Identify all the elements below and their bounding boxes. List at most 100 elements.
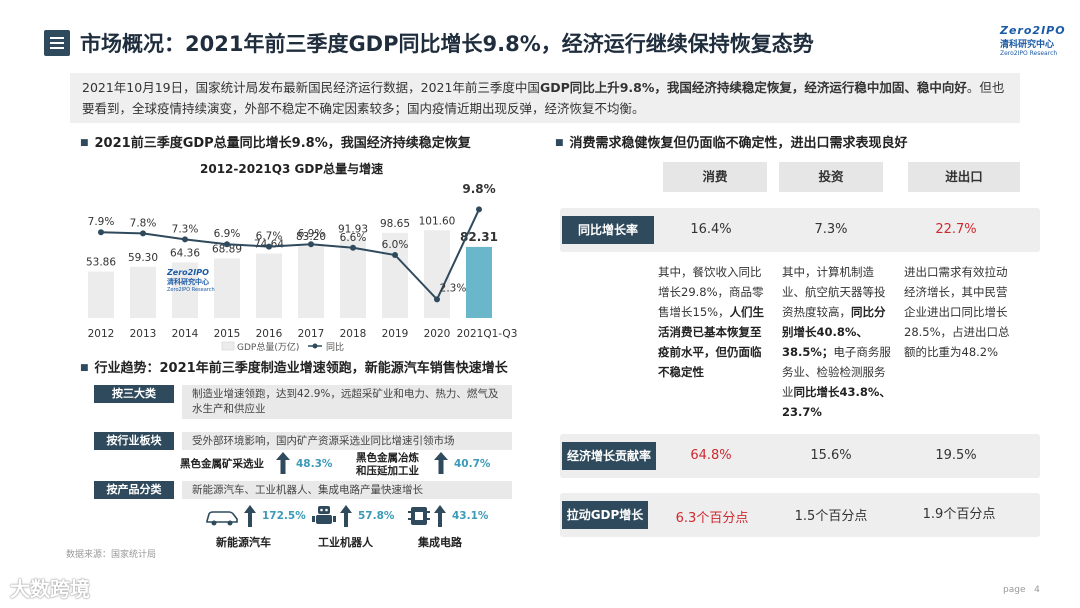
gdp-bar-label: 82.31 bbox=[460, 230, 498, 244]
trend-text-product: 新能源汽车、工业机器人、集成电路产量快速增长 bbox=[182, 481, 512, 499]
growth-point bbox=[392, 252, 398, 258]
up-arrow-icon bbox=[276, 452, 290, 474]
desc-investment-plain2: 电子商务服务业、检验检测服务业 bbox=[782, 345, 891, 399]
product-3-value: 43.1% bbox=[452, 510, 489, 522]
contribution-consumption: 64.8% bbox=[690, 448, 732, 463]
demand-section-title: 消费需求稳健恢复但仍面临不确定性，进出口需求表现良好 bbox=[555, 132, 908, 151]
chart-title: 2012-2021Q3 GDP总量与增速 bbox=[200, 162, 384, 176]
intro-text-bold: GDP同比上升9.8%，我国经济持续稳定恢复，经济运行稳中加固、稳中向好 bbox=[539, 80, 967, 95]
x-tick-label: 2015 bbox=[214, 328, 241, 340]
legend-line-marker bbox=[312, 343, 318, 349]
chart-logo: Zero2IPO 清科研究中心 Zero2IPO Research bbox=[167, 268, 215, 293]
gdp-bar bbox=[214, 258, 240, 318]
zero2ipo-logo: Zero2IPO 清科研究中心 Zero2IPO Research bbox=[1000, 24, 1066, 64]
menu-icon[interactable] bbox=[44, 30, 70, 56]
x-tick-label: 2020 bbox=[424, 328, 451, 340]
page-label: page bbox=[1003, 585, 1026, 595]
gdp-bar bbox=[340, 238, 366, 318]
gdp-section-title: 2021前三季度GDP总量同比增长9.8%，我国经济持续稳定恢复 bbox=[80, 132, 471, 151]
page-value: 4 bbox=[1034, 585, 1040, 595]
gdp-bar-label: 101.60 bbox=[419, 215, 456, 227]
gdp-bar bbox=[382, 232, 408, 318]
industry-2-value: 40.7% bbox=[454, 458, 491, 470]
x-tick-label: 2013 bbox=[130, 328, 157, 340]
up-arrow-icon bbox=[434, 505, 446, 527]
up-arrow-icon bbox=[340, 505, 352, 527]
desc-investment-plain1: 其中，计算机制造业、航空航天器等投资热度较高， bbox=[782, 265, 886, 319]
col-header-consumption: 消费 bbox=[663, 162, 767, 192]
data-source: 数据来源：国家统计局 bbox=[66, 550, 157, 560]
gdp-bar bbox=[88, 271, 114, 318]
x-tick-label: 2012 bbox=[88, 328, 115, 340]
gdp-pull-consumption: 6.3个百分点 bbox=[675, 511, 749, 526]
growth-label: 2.3% bbox=[440, 282, 467, 294]
gdp-bar-label: 68.89 bbox=[212, 244, 242, 256]
chart-logo-line2: 清科研究中心 bbox=[167, 278, 209, 286]
growth-label: 7.3% bbox=[172, 223, 199, 235]
logo-line3: Zero2IPO Research bbox=[1000, 50, 1058, 57]
growth-point bbox=[350, 244, 356, 251]
industry-2-name-line2: 和压延加工业 bbox=[356, 465, 419, 477]
x-tick-label: 2017 bbox=[298, 328, 325, 340]
desc-investment: 其中，计算机制造业、航空航天器等投资热度较高，同比分别增长40.8%、38.5%… bbox=[782, 262, 892, 422]
trend-section-title: 行业趋势：2021年前三季度制造业增速领跑，新能源汽车销售快速增长 bbox=[80, 357, 508, 376]
page-number: page 4 bbox=[1003, 585, 1040, 595]
desc-consumption: 其中，餐饮收入同比增长29.8%，商品零售增长15%，人们生活消费已基本恢复至疫… bbox=[658, 262, 766, 382]
legend-bar-label: GDP总量(万亿) bbox=[237, 341, 299, 353]
gdp-pull-investment: 1.5个百分点 bbox=[794, 509, 868, 524]
x-tick-label: 2016 bbox=[256, 328, 283, 340]
gdp-bar bbox=[298, 246, 324, 318]
gdp-chart: 53.8659.3064.3668.8974.6483.2091.9398.65… bbox=[86, 182, 518, 353]
growth-point bbox=[266, 243, 272, 250]
watermark: 大数跨境 bbox=[10, 577, 90, 601]
gdp-bar-label: 64.36 bbox=[170, 247, 200, 259]
tag-by-product: 按产品分类 bbox=[94, 481, 174, 499]
desc-trade: 进出口需求有效拉动经济增长，其中民营企业进出口同比增长28.5%，占进出口总额的… bbox=[904, 265, 1010, 359]
growth-label: 9.8% bbox=[462, 182, 495, 196]
intro-text-1: 2021年10月19日，国家统计局发布最新国民经济运行数据，2021年前三季度中… bbox=[82, 80, 540, 95]
gdp-bar bbox=[424, 230, 450, 318]
gdp-bar bbox=[130, 266, 156, 318]
growth-point bbox=[308, 241, 314, 248]
x-tick-label: 2018 bbox=[340, 328, 367, 340]
contribution-investment: 15.6% bbox=[810, 448, 852, 463]
growth-point bbox=[140, 230, 146, 237]
legend-line-label: 同比 bbox=[326, 341, 344, 353]
gdp-bar-label: 59.30 bbox=[128, 252, 158, 264]
chart-logo-line3: Zero2IPO Research bbox=[167, 287, 215, 293]
gdp-bar bbox=[256, 253, 282, 318]
growth-point bbox=[476, 206, 482, 213]
logo-line1: Zero2IPO bbox=[1000, 24, 1066, 37]
x-tick-label: 2019 bbox=[382, 328, 409, 340]
row-label-gdp-pull: 拉动GDP增长 bbox=[562, 501, 648, 529]
growth-investment: 7.3% bbox=[814, 222, 848, 237]
gdp-bar-label: 91.93 bbox=[338, 224, 368, 236]
intro-text-2: 。但也要看到，全球疫情持续演变，外部不稳定不确定因素较多；国内疫情近期出现反弹，… bbox=[82, 80, 1005, 116]
product-2-name: 工业机器人 bbox=[318, 536, 373, 549]
x-tick-label: 2021Q1-Q3 bbox=[457, 328, 518, 340]
tag-by-sector: 按行业板块 bbox=[94, 432, 174, 450]
growth-label: 6.0% bbox=[382, 239, 409, 251]
page-title: 市场概况：2021年前三季度GDP同比增长9.8%，经济运行继续保持恢复态势 bbox=[80, 32, 814, 56]
logo-line2: 清科研究中心 bbox=[1000, 40, 1055, 50]
car-icon bbox=[206, 511, 238, 526]
product-3-name: 集成电路 bbox=[418, 536, 462, 549]
row-label-growth-rate: 同比增长率 bbox=[562, 216, 654, 244]
gdp-bar bbox=[172, 262, 198, 318]
industry-1-name: 黑色金属矿采选业 bbox=[180, 458, 264, 470]
growth-label: 6.9% bbox=[214, 228, 241, 240]
contribution-trade: 19.5% bbox=[935, 448, 977, 463]
desc-investment-bold2: 同比增长43.8%、23.7% bbox=[782, 385, 891, 419]
growth-label: 6.9% bbox=[298, 228, 325, 240]
trend-text-category: 制造业增速领跑，达到42.9%，远超采矿业和电力、热力、燃气及水生产和供应业 bbox=[182, 385, 512, 419]
row-label-contribution: 经济增长贡献率 bbox=[562, 442, 656, 470]
tag-by-category: 按三大类 bbox=[94, 385, 174, 403]
desc-consumption-bold: 人们生活消费已基本恢复至疫前水平，但仍面临不稳定性 bbox=[658, 305, 765, 379]
x-tick-label: 2014 bbox=[172, 328, 199, 340]
chip-icon bbox=[408, 507, 430, 525]
growth-point bbox=[224, 241, 230, 248]
col-header-investment: 投资 bbox=[779, 162, 883, 192]
gdp-bar-label: 53.86 bbox=[86, 256, 116, 268]
up-arrow-icon bbox=[244, 505, 256, 527]
growth-line bbox=[100, 208, 480, 302]
